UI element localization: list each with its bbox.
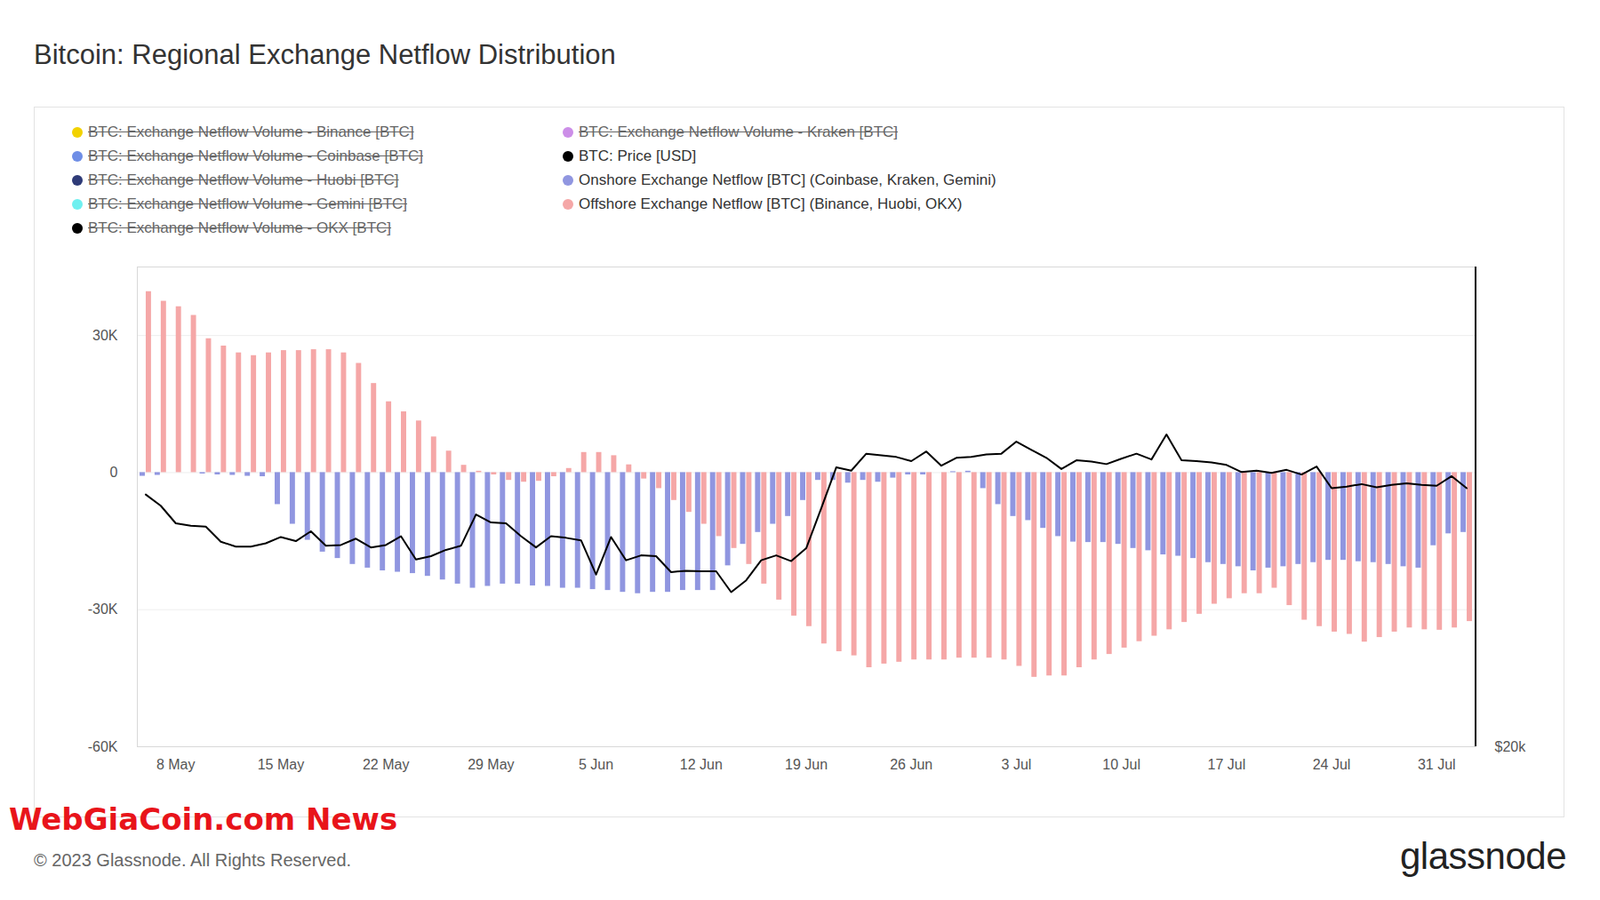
svg-text:24 Jul: 24 Jul [1312,757,1352,773]
html-text:Offshore Exchange Netflow [BTC: Offshore Exchange Netflow [BTC] (Binance… [578,195,963,212]
svg-text:10 Jul: 10 Jul [1102,757,1141,773]
svg-text:30K: 30K [92,328,119,344]
html-text:Bitcoin: Regional Exchange Net: Bitcoin: Regional Exchange Netflow Distr… [33,39,616,71]
html-text:BTC: Exchange Netflow Volume -: BTC: Exchange Netflow Volume - OKX [BTC] [88,219,392,236]
html-text:Onshore Exchange Netflow [BTC]: Onshore Exchange Netflow [BTC] (Coinbase… [578,171,997,188]
svg-text:0: 0 [110,464,119,480]
svg-text:$20k: $20k [1495,739,1528,755]
svg-text:22 May: 22 May [362,757,409,773]
svg-text:-60K: -60K [88,739,119,755]
html-text:BTC: Exchange Netflow Volume -: BTC: Exchange Netflow Volume - Gemini [B… [88,195,408,212]
html-text:© 2023 Glassnode. All Rights R: © 2023 Glassnode. All Rights Reserved. [33,850,352,871]
html-text:glassnode: glassnode [1400,835,1567,878]
svg-text:12 Jun: 12 Jun [680,757,723,773]
html-text:BTC: Price [USD]: BTC: Price [USD] [578,147,697,164]
svg-text:26 Jun: 26 Jun [889,757,933,773]
html-text:BTC: Exchange Netflow Volume -: BTC: Exchange Netflow Volume - Kraken [B… [578,123,898,140]
html-text:BTC: Exchange Netflow Volume -: BTC: Exchange Netflow Volume - Binance [… [88,123,414,140]
svg-text:17 Jul: 17 Jul [1207,757,1246,773]
html-text:WebGiaCoin.com News: WebGiaCoin.com News [8,801,398,838]
svg-text:31 Jul: 31 Jul [1417,757,1456,773]
html-text:BTC: Exchange Netflow Volume -: BTC: Exchange Netflow Volume - Huobi [BT… [88,171,399,188]
svg-text:8 May: 8 May [156,757,196,773]
svg-text:5 Jun: 5 Jun [578,757,614,773]
svg-text:3 Jul: 3 Jul [1001,757,1032,773]
svg-text:-30K: -30K [88,601,119,617]
html-text:BTC: Exchange Netflow Volume -: BTC: Exchange Netflow Volume - Coinbase … [88,147,424,164]
svg-text:15 May: 15 May [257,757,304,773]
svg-text:19 Jun: 19 Jun [784,757,828,773]
svg-text:29 May: 29 May [467,757,514,773]
